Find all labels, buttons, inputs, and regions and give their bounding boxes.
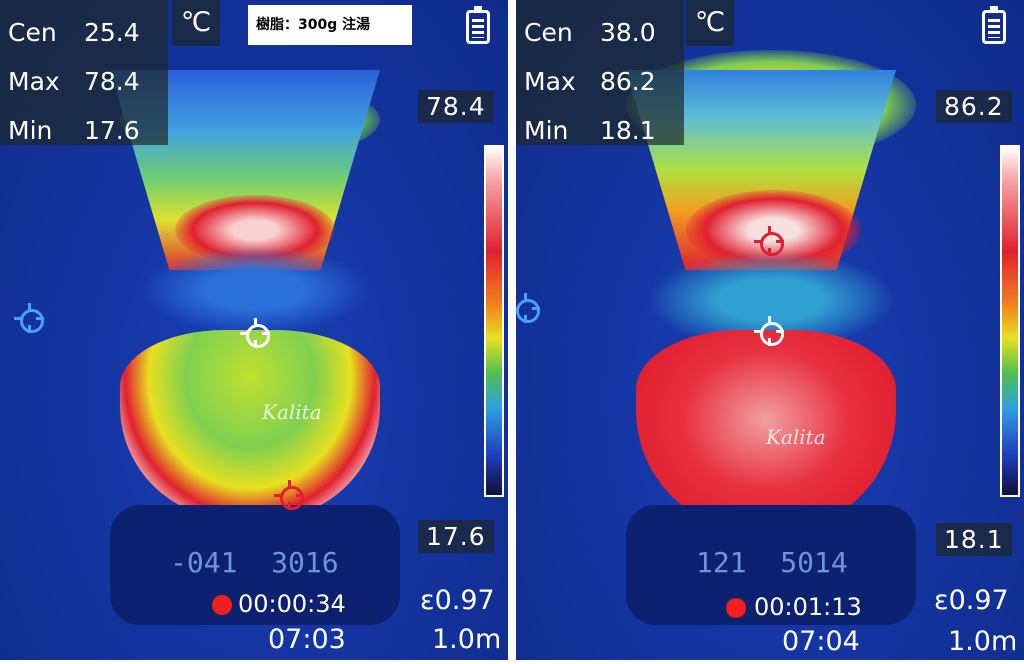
min-label: Min <box>8 116 53 145</box>
crosshair-icon <box>754 226 784 256</box>
scale-body <box>110 505 400 625</box>
battery-full-icon <box>982 6 1006 44</box>
kalita-logo: Kalita <box>262 400 322 424</box>
recording-time: 00:01:13 <box>754 593 862 621</box>
crosshair-icon <box>240 318 270 348</box>
scale-min-label: 17.6 <box>418 520 494 553</box>
thermal-image-right: Kalita 121 5014 Cen 38.0 Max 86.2 Min 18.1 … <box>516 0 1024 660</box>
scale-max-label: 78.4 <box>418 90 494 123</box>
distance: 1.0m <box>948 626 1018 657</box>
crosshair-icon <box>516 293 540 323</box>
scale-max-label: 86.2 <box>936 90 1012 123</box>
kalita-logo: Kalita <box>766 425 826 449</box>
recording-dot-icon <box>212 595 232 615</box>
scale-display: -041 3016 <box>170 546 339 579</box>
scale-min-label: 18.1 <box>936 523 1012 556</box>
color-scale-bar <box>1000 145 1020 497</box>
distance: 1.0m <box>432 624 502 655</box>
crosshair-icon <box>754 316 784 346</box>
temperature-readout: Cen 25.4 Max 78.4 Min 17.6 <box>0 0 168 145</box>
max-label: Max <box>524 67 576 96</box>
thermal-image-left: Kalita -041 3016 Cen 25.4 Max 78.4 Min 17.6… <box>0 0 508 660</box>
recording-dot-icon <box>726 598 746 618</box>
clock: 07:03 <box>268 624 346 655</box>
center-label: Cen <box>524 18 573 47</box>
crosshair-icon <box>14 303 44 333</box>
min-label: Min <box>524 116 569 145</box>
max-label: Max <box>8 67 60 96</box>
carafe-heat <box>636 330 896 530</box>
unit-label: ℃ <box>172 0 220 46</box>
battery-full-icon <box>466 6 490 44</box>
carafe-heat <box>120 330 380 520</box>
caption-note: 樹脂：300g 注湯 <box>248 5 412 45</box>
crosshair-icon <box>274 480 304 510</box>
max-temp: 78.4 <box>84 67 140 96</box>
center-temp: 25.4 <box>84 18 140 47</box>
center-label: Cen <box>8 18 57 47</box>
emissivity: ε0.97 <box>420 585 495 616</box>
center-temp: 38.0 <box>600 18 656 47</box>
scale-body <box>626 505 916 625</box>
scale-display: 121 5014 <box>696 546 848 579</box>
min-temp: 17.6 <box>84 116 140 145</box>
temperature-readout: Cen 38.0 Max 86.2 Min 18.1 <box>516 0 684 145</box>
max-temp: 86.2 <box>600 67 656 96</box>
unit-label: ℃ <box>686 0 734 46</box>
clock: 07:04 <box>782 626 860 657</box>
emissivity: ε0.97 <box>934 585 1009 616</box>
recording-time: 00:00:34 <box>238 590 346 618</box>
color-scale-bar <box>484 145 504 497</box>
min-temp: 18.1 <box>600 116 656 145</box>
